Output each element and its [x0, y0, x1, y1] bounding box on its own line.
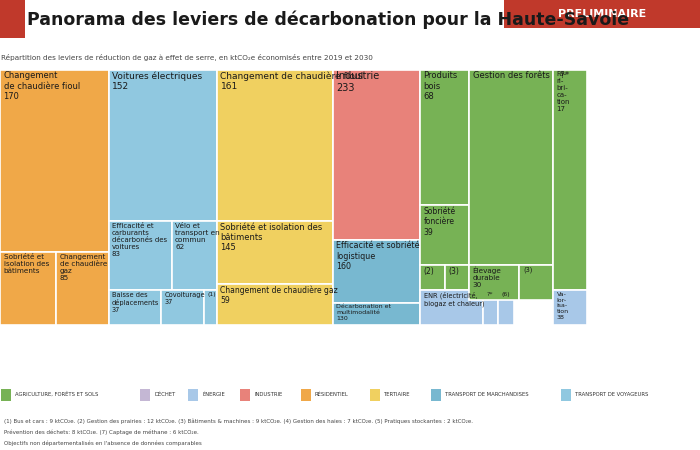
- Text: (1): (1): [208, 292, 216, 297]
- Bar: [0, 0, 25, 38]
- Text: Répartition des leviers de réduction de gaz à effet de serre, en ktCO₂e économis: Répartition des leviers de réduction de …: [1, 54, 372, 61]
- Bar: [204, 290, 217, 325]
- Text: AGRICULTURE, FORÊTS ET SOLS: AGRICULTURE, FORÊTS ET SOLS: [15, 392, 99, 397]
- Text: TRANSPORT DE MARCHANDISES: TRANSPORT DE MARCHANDISES: [445, 392, 528, 397]
- Bar: [444, 265, 469, 290]
- Text: Prévention des déchets: 8 ktCO₂e. (7) Captage de méthane : 6 ktCO₂e.: Prévention des déchets: 8 ktCO₂e. (7) Ca…: [4, 430, 198, 435]
- Bar: [420, 290, 483, 325]
- Bar: [0, 70, 108, 252]
- Bar: [217, 221, 332, 284]
- Bar: [217, 70, 332, 221]
- Bar: [217, 284, 332, 325]
- Text: ÉNERGIE: ÉNERGIE: [202, 392, 225, 397]
- Text: Élevage
durable
30: Élevage durable 30: [473, 266, 501, 288]
- Bar: [420, 265, 444, 290]
- Text: (2): (2): [424, 266, 434, 275]
- Bar: [332, 240, 420, 303]
- Bar: [140, 388, 150, 401]
- Text: Industrie
233: Industrie 233: [336, 71, 379, 93]
- Text: ENR (électricité,
biogaz et chaleur): ENR (électricité, biogaz et chaleur): [424, 292, 484, 307]
- Text: Objectifs non départementalisés en l'absence de données comparables: Objectifs non départementalisés en l'abs…: [4, 441, 202, 446]
- Text: Baisse des
déplacements
37: Baisse des déplacements 37: [112, 292, 160, 313]
- Bar: [188, 388, 198, 401]
- Text: DÉCHET: DÉCHET: [154, 392, 176, 397]
- Bar: [431, 388, 441, 401]
- Bar: [469, 70, 553, 265]
- Bar: [504, 0, 700, 28]
- Text: ?*: ?*: [486, 292, 493, 297]
- Text: Sobriété et
isolation des
bâtiments: Sobriété et isolation des bâtiments: [4, 254, 49, 274]
- Text: Changement de chaudière fioul
161: Changement de chaudière fioul 161: [220, 71, 364, 91]
- Text: Sobriété
foncière
39: Sobriété foncière 39: [424, 207, 456, 237]
- Text: INDUSTRIE: INDUSTRIE: [254, 392, 282, 397]
- Text: RÉSIDENTIEL: RÉSIDENTIEL: [315, 392, 349, 397]
- Bar: [240, 388, 250, 401]
- Bar: [553, 70, 587, 290]
- Text: (1) Bus et cars : 9 ktCO₂e. (2) Gestion des prairies : 12 ktCO₂e. (3) Bâtiments : (1) Bus et cars : 9 ktCO₂e. (2) Gestion …: [4, 419, 472, 424]
- Text: Gestion des forêts    ?*: Gestion des forêts ?*: [473, 71, 568, 80]
- Bar: [483, 290, 498, 325]
- Text: Vélo et
transport en
commun
62: Vélo et transport en commun 62: [175, 223, 220, 249]
- Text: TRANSPORT DE VOYAGEURS: TRANSPORT DE VOYAGEURS: [575, 392, 649, 397]
- Bar: [108, 290, 161, 325]
- Text: Voitures électriques
152: Voitures électriques 152: [112, 71, 202, 91]
- Bar: [301, 388, 311, 401]
- Text: Fa-
ri-
bri-
ca-
tion
17: Fa- ri- bri- ca- tion 17: [556, 71, 570, 112]
- Bar: [108, 70, 217, 221]
- Text: Covoiturage
37: Covoiturage 37: [164, 292, 205, 305]
- Text: Produits
bois
68: Produits bois 68: [424, 71, 458, 101]
- Text: Efficacité et sobriété
logistique
160: Efficacité et sobriété logistique 160: [336, 241, 419, 271]
- Bar: [0, 252, 56, 325]
- Bar: [498, 290, 514, 325]
- Text: Panorama des leviers de décarbonation pour la Haute-Savoie: Panorama des leviers de décarbonation po…: [27, 10, 629, 29]
- Bar: [519, 265, 553, 300]
- Bar: [561, 388, 571, 401]
- Bar: [56, 252, 108, 325]
- Bar: [370, 388, 380, 401]
- Bar: [161, 290, 204, 325]
- Text: Efficacité et
carburants
décarbonés des
voitures
83: Efficacité et carburants décarbonés des …: [112, 223, 167, 256]
- Text: Sobriété et isolation des
bâtiments
145: Sobriété et isolation des bâtiments 145: [220, 223, 323, 252]
- Bar: [420, 70, 469, 205]
- Text: Changement
de chaudière fioul
170: Changement de chaudière fioul 170: [4, 71, 80, 101]
- Text: PRELIMINAIRE: PRELIMINAIRE: [558, 9, 646, 19]
- Bar: [1, 388, 11, 401]
- Text: (3): (3): [523, 266, 532, 273]
- Bar: [332, 70, 420, 240]
- Text: TERTIAIRE: TERTIAIRE: [384, 392, 411, 397]
- Bar: [469, 265, 519, 300]
- Text: Décarbonation et
multimodalité
130: Décarbonation et multimodalité 130: [336, 305, 391, 321]
- Bar: [172, 221, 217, 290]
- Bar: [553, 290, 587, 325]
- Text: Changement
de chaudière
gaz
85: Changement de chaudière gaz 85: [60, 254, 107, 281]
- Bar: [108, 221, 172, 290]
- Bar: [420, 205, 469, 265]
- Text: Changement de chaudière gaz
59: Changement de chaudière gaz 59: [220, 286, 338, 306]
- Text: (6): (6): [502, 292, 510, 297]
- Text: (3): (3): [448, 266, 459, 275]
- Text: Va-
lor-
isa-
tion
38: Va- lor- isa- tion 38: [556, 292, 568, 320]
- Bar: [332, 303, 420, 325]
